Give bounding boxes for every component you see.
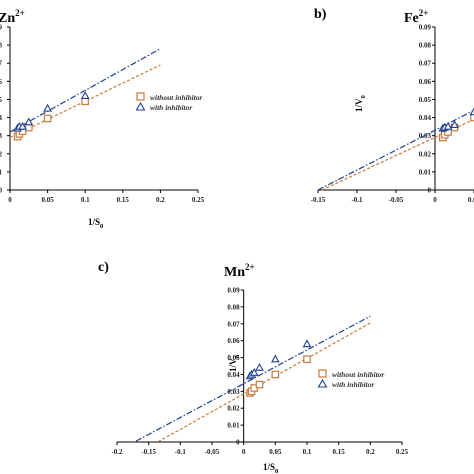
y-tick-label: 0.06 [419, 78, 432, 86]
data-point-with-inhibitor [24, 117, 34, 126]
x-tick-label: -0.15 [311, 196, 326, 204]
panel-b-plot: -0.15 -0.1 -0.05 0 0.05 0 0.01 0.02 0.03 0.04 0.05… [311, 24, 474, 204]
x-tick-label: -0.05 [205, 448, 220, 456]
data-point-with-inhibitor [271, 354, 280, 363]
y-tick-label: 1 [0, 168, 3, 176]
y-tick-label: 0 [0, 187, 3, 195]
data-point-without-inhibitor [271, 370, 280, 379]
x-tick-label: -0.1 [351, 196, 363, 204]
x-tick-label: -0.05 [389, 196, 404, 204]
y-tick-label: 0.05 [227, 354, 240, 362]
data-point-with-inhibitor [450, 120, 459, 128]
data-point-with-inhibitor [302, 339, 312, 348]
x-tick-label: 0.05 [468, 196, 474, 204]
x-tick-label: 0.1 [81, 196, 90, 204]
x-tick-label: 0 [433, 196, 437, 204]
panel-a-plot: 0 0.05 0.1 0.15 0.2 0.25 0 1 2 3 4 5 6 7 8 9 [0, 24, 205, 205]
panel-c-legend: without inhibitor with inhibitor [317, 369, 384, 389]
legend-with-label: with inhibitor [150, 103, 192, 112]
panel-a-x-axis-label: 1/S0 [88, 217, 103, 230]
data-point-with-inhibitor [80, 91, 90, 99]
y-tick-label: 0.01 [227, 422, 240, 430]
y-tick-label: 0.08 [419, 42, 432, 50]
panel-b: b) Fe2+ -0.15 -0.1 -0.05 0 0.05 0 0.01 0.02 0.03… [311, 7, 474, 204]
fit-line-with [317, 109, 474, 191]
y-tick-label: 7 [0, 60, 3, 68]
x-tick-label: 0.25 [192, 196, 205, 204]
panel-a-title: Zn2+ [0, 8, 25, 26]
data-point-with-inhibitor [18, 121, 27, 130]
y-tick-label: 8 [0, 42, 3, 50]
x-tick-label: 0 [242, 448, 246, 456]
y-tick-label: 0.09 [227, 287, 240, 295]
panel-c-y-axis-label: 1/V0 [228, 355, 241, 372]
y-tick-label: 5 [0, 96, 3, 104]
y-tick-label: 0.02 [419, 150, 432, 158]
fit-line-without [321, 118, 474, 191]
data-point-with-inhibitor [255, 362, 264, 371]
x-tick-label: 0.05 [269, 448, 282, 456]
legend-with-label: with inhibitor [332, 380, 374, 389]
y-tick-label: 0.02 [227, 405, 240, 413]
data-point-without-inhibitor [43, 114, 52, 123]
panel-c: c) Mn2+ -0.2 -0.15 -0.1 -0.05 0 0.05 0.1 0.15 0.… [98, 260, 409, 474]
y-tick-label: 0.04 [419, 114, 432, 122]
x-tick-label: 0.2 [366, 448, 375, 456]
legend-without-label: without inhibitor [150, 93, 202, 102]
y-tick-label: 2 [0, 150, 3, 158]
data-point-without-inhibitor [81, 97, 90, 106]
panel-c-letter: c) [98, 260, 109, 275]
y-tick-label: 0.03 [419, 132, 432, 140]
legend-without-label: without inhibitor [332, 370, 384, 379]
y-tick-label: 0.05 [419, 96, 432, 104]
x-tick-label: 0 [8, 196, 12, 204]
y-tick-label: 0.01 [419, 168, 432, 176]
panel-b-y-axis-label: 1/V0 [354, 95, 367, 112]
panel-b-title: Fe2+ [404, 8, 428, 26]
fit-line-with [9, 48, 161, 133]
y-tick-label: 0.08 [227, 303, 240, 311]
x-tick-label: 0.2 [156, 196, 165, 204]
fit-line-without [9, 64, 161, 139]
y-tick-label: 0.06 [227, 337, 240, 345]
y-tick-label: 6 [0, 78, 3, 86]
panel-c-plot: -0.2 -0.15 -0.1 -0.05 0 0.05 0.1 0.15 0.2 0.25 0 0.… [111, 287, 408, 457]
y-tick-label: 0.07 [419, 60, 432, 68]
panel-c-title: Mn2+ [224, 262, 255, 280]
y-tick-label: 0.04 [227, 371, 240, 379]
fit-line-without [157, 322, 371, 443]
legend-square-marker [318, 369, 327, 378]
panel-b-letter: b) [314, 7, 327, 22]
data-point-with-inhibitor [43, 103, 52, 112]
y-tick-label: 0.03 [227, 388, 240, 396]
x-tick-label: 0.15 [333, 448, 346, 456]
data-point-with-inhibitor [469, 107, 474, 116]
data-point-with-inhibitor [443, 121, 453, 130]
y-tick-label: 0.07 [227, 320, 240, 328]
x-tick-label: 0.25 [396, 448, 409, 456]
legend-square-marker [136, 92, 145, 101]
y-tick-label: 0.09 [419, 24, 432, 32]
data-point-with-inhibitor [249, 368, 259, 376]
y-tick-label: 9 [0, 24, 3, 32]
panel-c-x-axis-label: 1/S0 [263, 462, 278, 474]
data-point-without-inhibitor [303, 355, 311, 364]
x-tick-label: 0.05 [41, 196, 54, 204]
data-point-without-inhibitor [255, 380, 264, 389]
x-tick-label: -0.2 [111, 448, 123, 456]
y-tick-label: 4 [0, 114, 3, 122]
y-tick-label: 0 [428, 187, 432, 195]
panel-a: Zn2+ 0 0.05 0.1 0.15 0.2 0.25 0 1 2 3 4 5 6 7 8 9 witho… [0, 8, 205, 230]
fit-line-with [135, 315, 371, 442]
y-tick-label: 0 [236, 439, 240, 447]
x-tick-label: 0.1 [303, 448, 312, 456]
panel-a-legend: without inhibitor with inhibitor [135, 92, 202, 112]
x-tick-label: 0.15 [117, 196, 130, 204]
legend-triangle-marker [317, 378, 328, 388]
legend-triangle-marker [135, 101, 146, 111]
y-tick-label: 3 [0, 132, 3, 140]
x-tick-label: -0.15 [141, 448, 156, 456]
x-tick-label: -0.1 [175, 448, 187, 456]
